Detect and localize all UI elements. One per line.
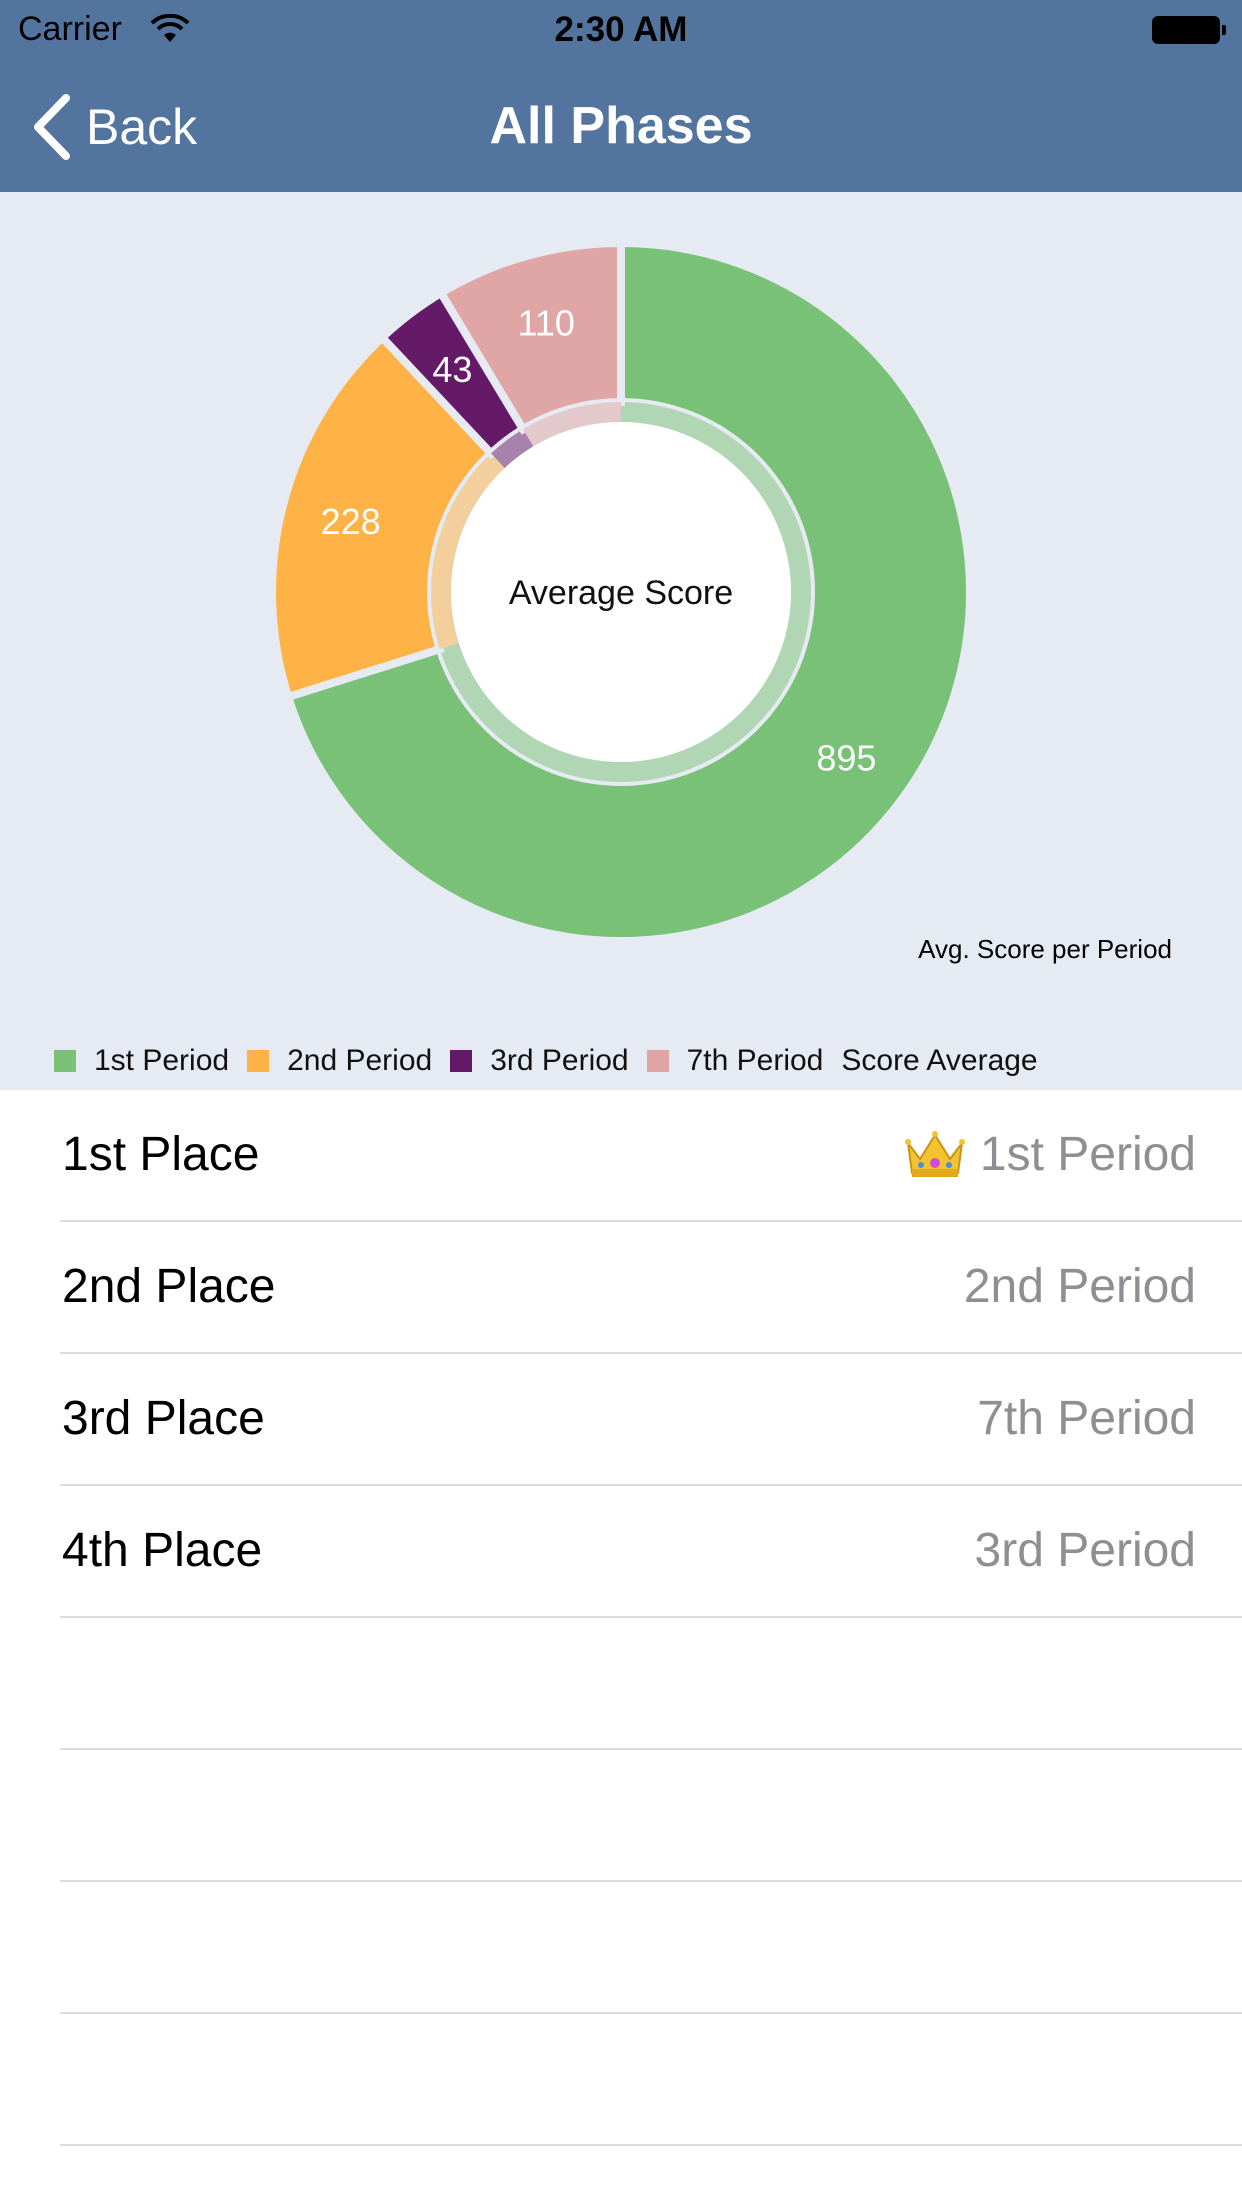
- place-label: 2nd Place: [62, 1260, 276, 1313]
- wifi-icon: [150, 14, 190, 42]
- table-row[interactable]: 1st Place 1st Period: [0, 1090, 1242, 1222]
- period-text: 3rd Period: [974, 1524, 1196, 1577]
- empty-row: [0, 1750, 1242, 1882]
- period-value: 1st Period: [904, 1090, 1196, 1220]
- slice-inner-7th-period: [523, 402, 621, 447]
- empty-row: [0, 2014, 1242, 2146]
- period-text: 2nd Period: [963, 1260, 1196, 1313]
- donut-hole: [451, 422, 791, 762]
- period-text: 1st Period: [979, 1128, 1196, 1181]
- legend-swatch: [646, 1050, 669, 1072]
- status-bar: Carrier 2:30 AM: [0, 0, 1242, 62]
- slice-inner-2nd-period: [431, 453, 505, 650]
- period-value: 2nd Period: [964, 1222, 1196, 1352]
- battery-icon: [1152, 16, 1226, 44]
- legend-item-2nd-period: 2nd Period: [247, 1044, 432, 1078]
- legend-swatch: [247, 1050, 270, 1072]
- place-label: 4th Place: [62, 1524, 263, 1577]
- legend-label: 2nd Period: [287, 1044, 433, 1077]
- slice-label-7th-period: 110: [518, 303, 575, 344]
- chart-legend: 1st Period 2nd Period 3rd Period 7th Period…: [54, 1044, 1038, 1078]
- legend-title: Score Average: [841, 1044, 1038, 1077]
- table-row[interactable]: 3rd Place 7th Period: [0, 1354, 1242, 1486]
- empty-row: [0, 1618, 1242, 1750]
- carrier-label: Carrier: [18, 10, 122, 48]
- slice-inner-3rd-period: [491, 429, 534, 469]
- donut-center-text: Average Score: [509, 574, 733, 612]
- chevron-left-icon: [34, 94, 70, 160]
- crown-icon: [904, 1131, 965, 1177]
- navigation-bar: Back All Phases: [0, 62, 1242, 192]
- legend-label: 1st Period: [94, 1044, 230, 1077]
- chart-area: 895 228 43 110 Average Score Avg. Score per …: [0, 192, 1242, 1090]
- period-value: 7th Period: [977, 1354, 1196, 1484]
- slice-label-1st-period: 895: [816, 737, 876, 778]
- back-button-label: Back: [86, 99, 198, 155]
- period-value: 3rd Period: [975, 1486, 1196, 1616]
- period-text: 7th Period: [977, 1392, 1196, 1445]
- back-button[interactable]: Back: [30, 92, 197, 162]
- empty-row: [0, 1882, 1242, 2014]
- legend-swatch: [450, 1050, 473, 1072]
- donut-chart[interactable]: 895 228 43 110 Average Score: [0, 192, 1242, 1090]
- table-row[interactable]: 2nd Place 2nd Period: [0, 1222, 1242, 1354]
- place-label: 1st Place: [62, 1128, 260, 1181]
- legend-label: 3rd Period: [490, 1044, 629, 1077]
- rankings-list: 1st Place 1st Period 2nd Place 2nd Period 3r…: [0, 1090, 1242, 2146]
- slice-label-2nd-period: 228: [321, 501, 381, 542]
- legend-item-7th-period: 7th Period: [646, 1044, 824, 1078]
- place-label: 3rd Place: [62, 1392, 265, 1445]
- legend-item-1st-period: 1st Period: [54, 1044, 229, 1078]
- chart-description: Avg. Score per Period: [918, 934, 1172, 964]
- slice-label-3rd-period: 43: [432, 349, 472, 390]
- table-row[interactable]: 4th Place 3rd Period: [0, 1486, 1242, 1618]
- legend-item-3rd-period: 3rd Period: [450, 1044, 629, 1078]
- legend-label: 7th Period: [686, 1044, 824, 1077]
- legend-swatch: [54, 1050, 76, 1072]
